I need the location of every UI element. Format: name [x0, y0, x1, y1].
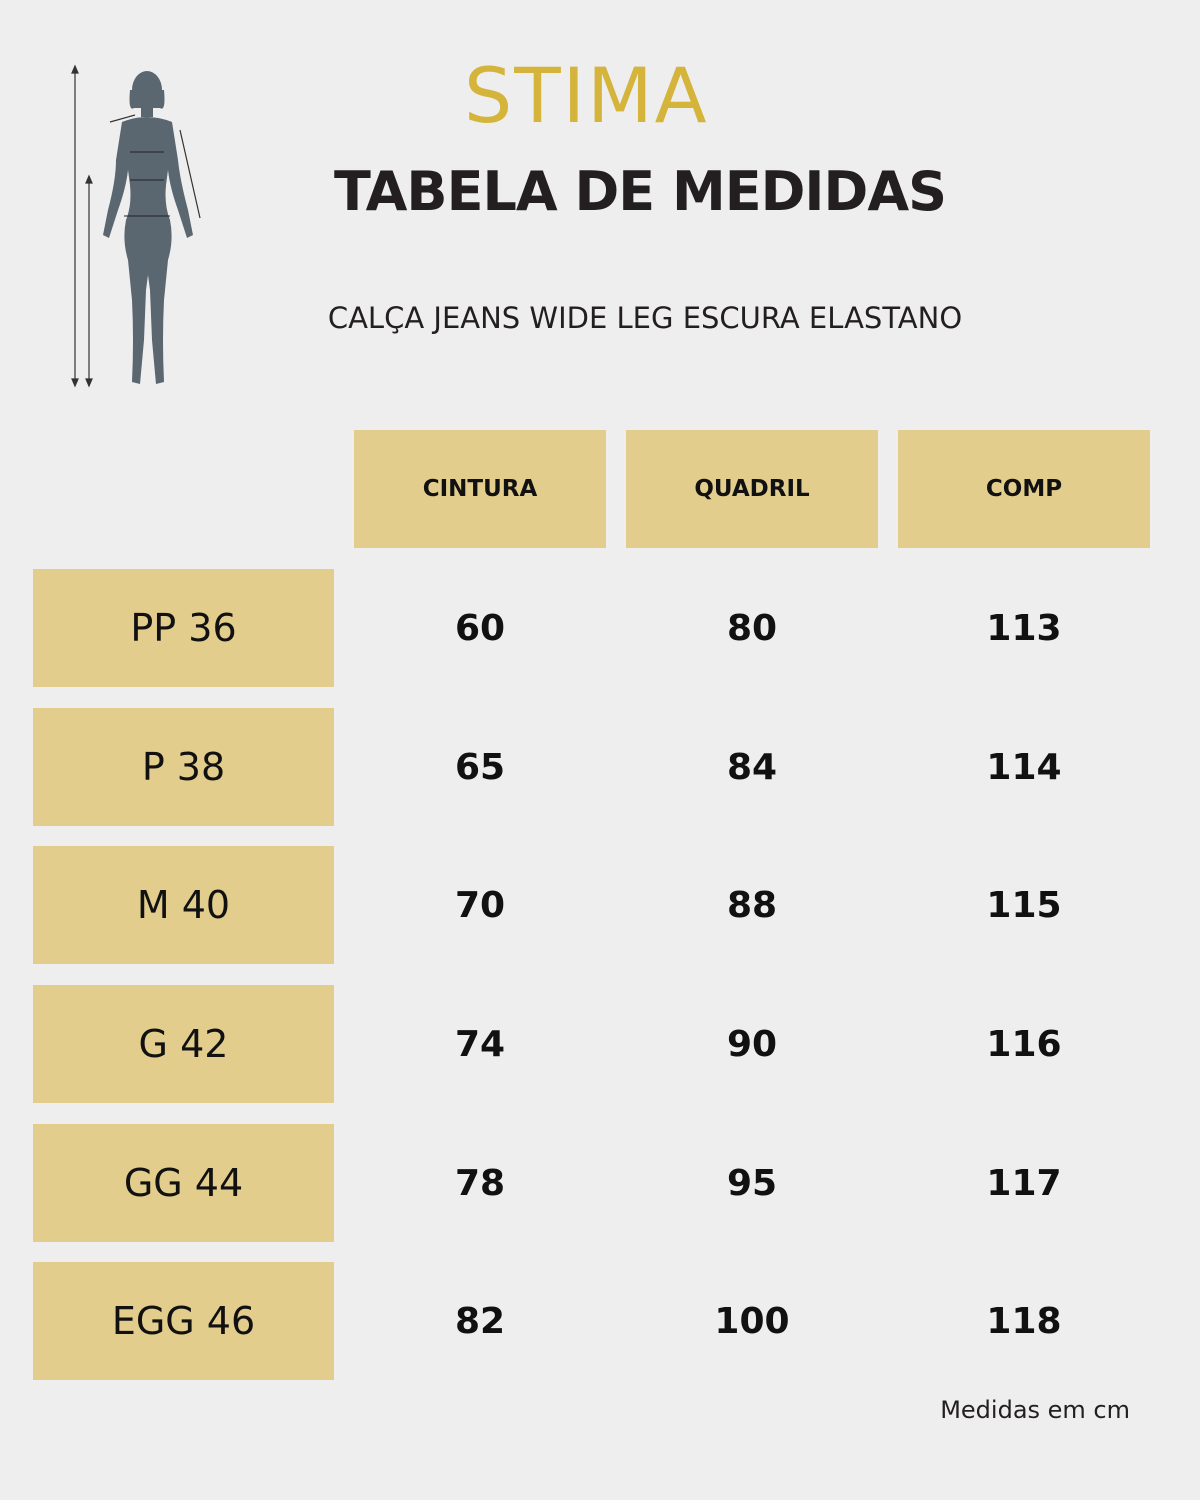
brand-logo: STIMA [464, 51, 709, 140]
cintura-value: 74 [454, 1023, 506, 1065]
size-label: PP 36 [33, 569, 334, 687]
female-body-measurement-icon [71, 64, 201, 388]
quadril-value: 84 [726, 746, 778, 788]
quadril-value: 90 [726, 1023, 778, 1065]
cintura-value: 65 [454, 746, 506, 788]
size-label: M 40 [33, 846, 334, 964]
comp-value: 115 [986, 884, 1062, 926]
units-note: Medidas em cm [940, 1396, 1130, 1424]
comp-value: 114 [986, 746, 1062, 788]
cintura-value: 78 [454, 1162, 506, 1204]
size-label: P 38 [33, 708, 334, 826]
comp-value: 113 [986, 607, 1062, 649]
column-header-comp: COMP [898, 430, 1150, 548]
comp-value: 118 [986, 1300, 1062, 1342]
product-name: CALÇA JEANS WIDE LEG ESCURA ELASTANO [327, 301, 963, 335]
cintura-value: 60 [454, 607, 506, 649]
quadril-value: 88 [726, 884, 778, 926]
column-header-quadril: QUADRIL [626, 430, 878, 548]
page-title: TABELA DE MEDIDAS [333, 160, 947, 223]
size-label: EGG 46 [33, 1262, 334, 1380]
comp-value: 116 [986, 1023, 1062, 1065]
column-header-cintura: CINTURA [354, 430, 606, 548]
cintura-value: 70 [454, 884, 506, 926]
quadril-value: 80 [726, 607, 778, 649]
comp-value: 117 [986, 1162, 1062, 1204]
quadril-value: 100 [714, 1300, 790, 1342]
quadril-value: 95 [726, 1162, 778, 1204]
cintura-value: 82 [454, 1300, 506, 1342]
size-label: G 42 [33, 985, 334, 1103]
size-label: GG 44 [33, 1124, 334, 1242]
